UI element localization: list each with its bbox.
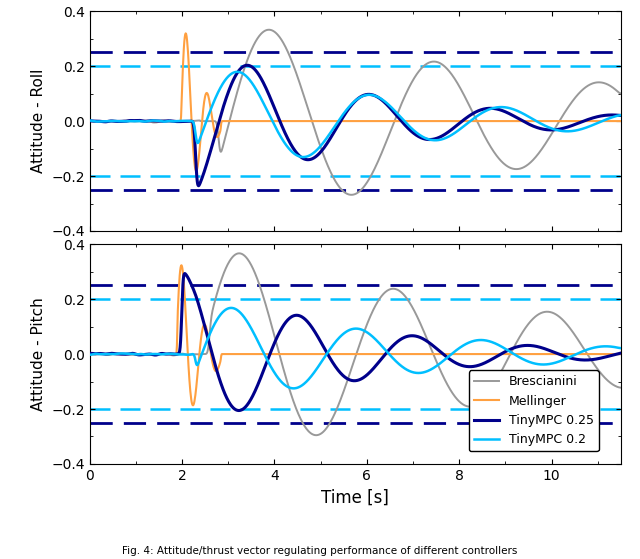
Brescianini [484, 391, 492, 397]
Brescianini [314, 432, 321, 438]
Mellinger [314, 350, 321, 357]
TinyMPC 0.2 [216, 311, 224, 318]
TinyMPC 0.2 [227, 305, 235, 311]
TinyMPC 0.25 [181, 270, 189, 277]
TinyMPC 0.2 [178, 351, 186, 358]
Mellinger [189, 402, 197, 409]
Mellinger [178, 262, 186, 269]
TinyMPC 0.25 [102, 350, 109, 357]
Mellinger [484, 350, 492, 357]
Brescianini [102, 351, 109, 358]
Line: TinyMPC 0.25: TinyMPC 0.25 [90, 273, 620, 410]
Mellinger [616, 350, 624, 357]
Text: Fig. 4: Attitude/thrust vector regulating performance of different controllers: Fig. 4: Attitude/thrust vector regulatin… [122, 546, 518, 556]
Line: Brescianini: Brescianini [90, 253, 620, 435]
Mellinger [179, 266, 186, 272]
TinyMPC 0.2 [86, 352, 93, 358]
Brescianini [86, 351, 93, 358]
TinyMPC 0.25 [217, 380, 225, 386]
Brescianini [312, 432, 320, 439]
Mellinger [102, 350, 109, 357]
Line: Mellinger: Mellinger [90, 266, 620, 405]
Brescianini [236, 250, 243, 257]
TinyMPC 0.2 [314, 364, 321, 371]
TinyMPC 0.25 [314, 333, 321, 339]
TinyMPC 0.25 [235, 407, 243, 414]
Mellinger [86, 350, 93, 357]
TinyMPC 0.25 [593, 356, 600, 362]
Brescianini [616, 384, 624, 391]
TinyMPC 0.25 [178, 303, 186, 310]
TinyMPC 0.2 [290, 385, 298, 392]
TinyMPC 0.25 [484, 358, 492, 365]
TinyMPC 0.2 [616, 345, 624, 352]
TinyMPC 0.2 [102, 351, 109, 358]
Legend: Brescianini, Mellinger, TinyMPC 0.25, TinyMPC 0.2: Brescianini, Mellinger, TinyMPC 0.25, Ti… [468, 371, 598, 451]
Brescianini [593, 364, 600, 371]
Brescianini [178, 350, 186, 357]
TinyMPC 0.2 [593, 344, 600, 350]
X-axis label: Time [s]: Time [s] [321, 489, 389, 506]
Y-axis label: Attitude - Roll: Attitude - Roll [31, 69, 45, 173]
Line: TinyMPC 0.2: TinyMPC 0.2 [90, 308, 620, 389]
TinyMPC 0.25 [86, 350, 93, 357]
TinyMPC 0.25 [616, 350, 624, 357]
Y-axis label: Attitude - Pitch: Attitude - Pitch [31, 297, 45, 411]
Mellinger [593, 350, 600, 357]
TinyMPC 0.2 [484, 338, 492, 344]
Brescianini [216, 280, 224, 286]
Mellinger [218, 352, 225, 359]
